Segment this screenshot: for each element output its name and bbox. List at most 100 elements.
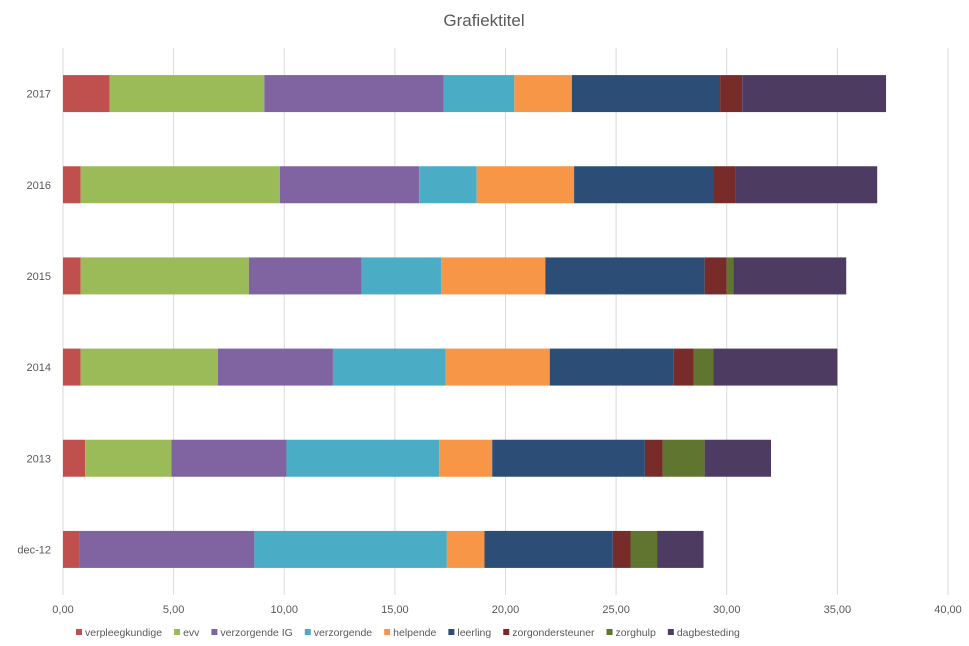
category-labels: dec-12 2013 2014 2015 2016 2017 [17, 89, 51, 557]
x-tick-label: 25,00 [602, 604, 630, 616]
legend-swatch [211, 629, 218, 635]
bar-segment [217, 348, 333, 386]
legend-swatch [384, 629, 391, 635]
legend-label: helpende [393, 627, 436, 639]
x-tick-label: 35,00 [824, 604, 852, 616]
bar-segment [726, 257, 734, 295]
bar-segment [644, 439, 663, 477]
category-label: dec-12 [17, 544, 51, 556]
legend: verpleegkundige evv verzorgende IG verzorge… [76, 627, 740, 639]
bar-segment [79, 530, 255, 568]
bar-segment [332, 348, 446, 386]
bar-segment [63, 530, 80, 568]
bar-segment [80, 257, 249, 295]
legend-swatch [667, 629, 674, 635]
bar-segment [248, 257, 362, 295]
bar-segment [63, 257, 81, 295]
legend-swatch [174, 629, 181, 635]
legend-item: leerling [448, 627, 491, 639]
bar-segment [279, 166, 420, 204]
legend-item: dagbesteding [667, 627, 740, 639]
x-tick-label: 10,00 [270, 604, 298, 616]
bar-segment [361, 257, 442, 295]
bar-segment [80, 166, 280, 204]
bar-segment [63, 166, 81, 204]
category-label: 2013 [27, 453, 51, 465]
bar-segment [704, 257, 727, 295]
legend-item: zorghulp [606, 627, 656, 639]
legend-label: verzorgende IG [220, 627, 292, 639]
bar-segment [443, 75, 515, 113]
bar-segment [662, 439, 705, 477]
x-tick-label: 5,00 [163, 604, 184, 616]
bar-segment [630, 530, 658, 568]
x-tick-label: 30,00 [713, 604, 741, 616]
bar-segment [446, 530, 485, 568]
legend-label: zorgondersteuner [512, 627, 595, 639]
bar-segment [445, 348, 550, 386]
legend-item: verzorgende [304, 627, 373, 639]
bar-segment [109, 75, 265, 113]
legend-label: leerling [457, 627, 491, 639]
bar-segment [63, 439, 86, 477]
bar-segment [85, 439, 172, 477]
bar-segment [733, 257, 847, 295]
category-label: 2017 [27, 89, 51, 101]
legend-item: helpende [384, 627, 437, 639]
legend-item: verpleegkundige [76, 627, 162, 639]
x-tick-labels: 0,00 5,00 10,00 15,00 20,00 25,00 30,00 35,00 40… [52, 604, 961, 616]
bar-segment [476, 166, 575, 204]
bar-segment [63, 75, 110, 113]
bar-segment [419, 166, 477, 204]
bar-segment [549, 348, 674, 386]
bar-segment [657, 530, 704, 568]
bar-segment [264, 75, 444, 113]
bar-segment [612, 530, 631, 568]
bar-segment [63, 348, 81, 386]
legend-label: evv [183, 627, 200, 639]
bar-segment [514, 75, 572, 113]
bar-segment [492, 439, 645, 477]
bar-segment [693, 348, 714, 386]
bar-segment [80, 348, 218, 386]
bar-segment [720, 75, 743, 113]
legend-item: verzorgende IG [211, 627, 293, 639]
bar-segment [713, 166, 736, 204]
bar-segment [735, 166, 878, 204]
bars [63, 75, 887, 568]
x-tick-label: 0,00 [52, 604, 73, 616]
bar-segment [713, 348, 838, 386]
legend-label: verpleegkundige [85, 627, 162, 639]
category-label: 2016 [27, 180, 51, 192]
legend-swatch [304, 629, 311, 635]
category-label: 2015 [27, 271, 51, 283]
legend-swatch [448, 629, 455, 635]
bar-segment [704, 439, 771, 477]
bar-segment [574, 166, 714, 204]
chart-title: Grafiektitel [443, 11, 524, 30]
legend-label: dagbesteding [677, 627, 740, 639]
bar-segment [742, 75, 887, 113]
bar-segment [439, 439, 493, 477]
bar-segment [254, 530, 447, 568]
legend-label: verzorgende [314, 627, 373, 639]
legend-label: zorghulp [616, 627, 656, 639]
grid-lines [62, 48, 949, 595]
legend-swatch [503, 629, 510, 635]
bar-segment [441, 257, 546, 295]
x-tick-label: 40,00 [934, 604, 962, 616]
category-label: 2014 [27, 362, 51, 374]
x-tick-label: 15,00 [381, 604, 409, 616]
bar-segment [673, 348, 694, 386]
bar-segment [171, 439, 287, 477]
legend-item: zorgondersteuner [503, 627, 595, 639]
legend-item: evv [174, 627, 200, 639]
x-tick-label: 20,00 [492, 604, 520, 616]
bar-segment [484, 530, 613, 568]
bar-segment [286, 439, 440, 477]
bar-segment [571, 75, 721, 113]
bar-segment [545, 257, 705, 295]
legend-swatch [606, 629, 613, 635]
